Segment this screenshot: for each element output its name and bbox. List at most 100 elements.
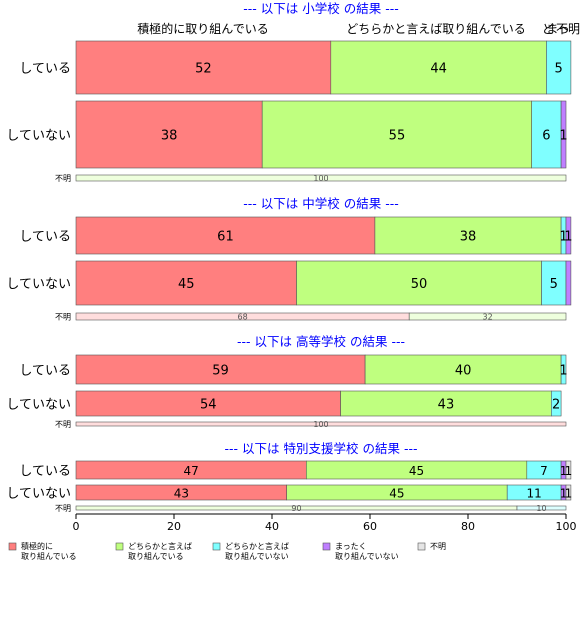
bar-segment (75, 260, 297, 306)
bar-segment (75, 390, 341, 417)
row-label: 不明 (55, 504, 71, 513)
row-label: 不明 (55, 313, 71, 322)
bar-segment (340, 390, 552, 417)
data-label: 1 (559, 129, 567, 144)
data-label: 1 (559, 230, 567, 245)
legend-label: どちらかと言えば (128, 541, 192, 551)
bar-segment (550, 390, 562, 417)
bar-segment (560, 354, 567, 385)
row-label: している (19, 230, 71, 245)
row-label: していない (6, 398, 71, 413)
data-label: 45 (409, 464, 424, 478)
row-label: 不明 (55, 420, 71, 429)
data-label: 10 (536, 504, 546, 513)
data-label: 43 (438, 398, 455, 413)
data-label: 47 (184, 464, 199, 478)
bar-segment (531, 100, 562, 169)
group-title: --- 以下は 中学校 の結果 --- (243, 196, 398, 211)
data-label: 54 (200, 398, 217, 413)
legend-label: 積極的に (21, 541, 53, 551)
row-label: していない (6, 277, 71, 292)
row-label: していない (6, 129, 71, 144)
x-tick-label: 0 (73, 520, 80, 533)
x-tick-label: 20 (167, 520, 181, 533)
data-label: 5 (550, 277, 558, 292)
legend-swatch (417, 542, 426, 551)
x-tick-label: 100 (556, 520, 577, 533)
legend-label: 不明 (430, 542, 446, 551)
legend-label: 取り組んでいる (128, 551, 184, 561)
data-label: 40 (455, 364, 472, 379)
bar-segment (75, 421, 567, 427)
data-label: 55 (389, 129, 406, 144)
legend-swatch (322, 542, 331, 551)
bar-segment (565, 460, 572, 480)
data-label: 90 (291, 504, 301, 513)
data-label: 6 (542, 129, 550, 144)
group-title: --- 以下は 特別支援学校 の結果 --- (225, 441, 418, 456)
bar-segment (560, 100, 567, 169)
data-label: 38 (460, 230, 477, 245)
x-tick-label: 80 (461, 520, 475, 533)
row-label: している (19, 464, 71, 479)
data-label: 100 (313, 174, 328, 183)
legend-label: 取り組んでいない (225, 551, 289, 561)
top-category-label: 積極的に取り組んでいる (137, 21, 268, 36)
bar-segment (75, 354, 366, 385)
bar-segment (408, 312, 567, 321)
bar-segment (565, 260, 572, 306)
legend-label: 取り組んでいない (335, 551, 399, 561)
data-label: 5 (555, 62, 563, 77)
legend-label: 取り組んでいる (21, 551, 77, 561)
data-label: 1 (560, 487, 568, 501)
data-label: 45 (389, 487, 404, 501)
data-label: 2 (552, 398, 560, 413)
data-label: 1 (564, 230, 572, 245)
data-label: 7 (540, 464, 548, 478)
top-category-label: どちらかと言えば取り組んでいる (346, 22, 525, 36)
bar-segment (261, 100, 533, 169)
data-label: 68 (238, 313, 248, 322)
bar-segment (565, 216, 572, 255)
row-label: している (19, 62, 71, 77)
data-label: 59 (212, 364, 229, 379)
data-label: 11 (527, 487, 542, 501)
group-title: --- 以下は 小学校 の結果 --- (243, 1, 398, 16)
x-tick-label: 40 (265, 520, 279, 533)
legend-label: どちらかと言えば (225, 541, 289, 551)
bar-segment (75, 174, 567, 182)
data-label: 43 (174, 487, 189, 501)
bar-segment (546, 40, 572, 95)
data-label: 100 (313, 420, 328, 429)
bar-segment (516, 505, 567, 511)
x-tick-label: 60 (363, 520, 377, 533)
bar-segment (75, 40, 332, 95)
legend-swatch (212, 542, 221, 551)
group-title: --- 以下は 高等学校 の結果 --- (237, 334, 405, 349)
data-label: 32 (483, 313, 493, 322)
bar-segment (296, 260, 542, 306)
bar-segment (541, 260, 567, 306)
data-label: 45 (178, 277, 195, 292)
data-label: 1 (559, 364, 567, 379)
data-label: 1 (560, 464, 568, 478)
row-label: していない (6, 487, 71, 502)
data-label: 61 (217, 230, 234, 245)
top-category-label: ど (542, 22, 554, 36)
data-label: 50 (411, 277, 428, 292)
row-label: している (19, 364, 71, 379)
bar-segment (565, 484, 572, 501)
legend-swatch (115, 542, 124, 551)
legend-swatch (8, 542, 17, 551)
bar-segment (364, 354, 562, 385)
top-category-label: 不明 (556, 22, 580, 36)
data-label: 44 (430, 62, 447, 77)
data-label: 1 (565, 464, 573, 478)
bar-segment (75, 216, 376, 255)
bar-segment (75, 100, 263, 169)
row-label: 不明 (55, 174, 71, 183)
bar-segment (374, 216, 562, 255)
data-label: 38 (161, 129, 178, 144)
data-label: 52 (195, 62, 212, 77)
